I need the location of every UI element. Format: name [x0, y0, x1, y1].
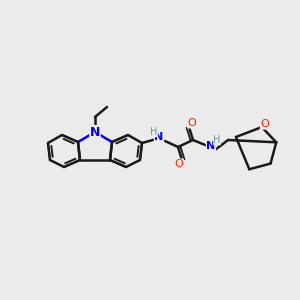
Text: H: H	[213, 135, 221, 145]
Text: N: N	[90, 125, 100, 139]
Text: N: N	[154, 132, 164, 142]
Text: N: N	[206, 141, 216, 151]
Text: O: O	[260, 119, 269, 129]
Text: H: H	[150, 127, 158, 137]
Text: O: O	[188, 118, 196, 128]
Text: O: O	[175, 159, 183, 169]
